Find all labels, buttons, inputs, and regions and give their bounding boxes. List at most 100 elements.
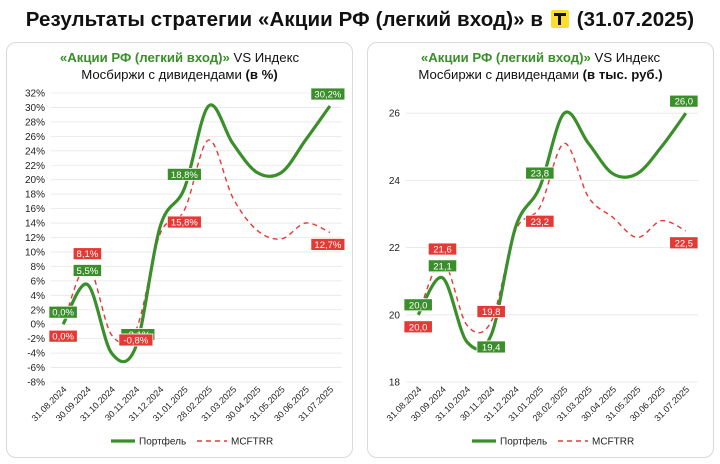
legend: Портфель MCFTRR <box>111 436 273 448</box>
data-label-mcftrr: 15,8% <box>166 215 202 229</box>
data-label-text: 12,7% <box>314 240 341 251</box>
data-label-box <box>427 242 458 256</box>
y-tick-label: -4% <box>27 349 45 360</box>
data-label-portfolio: 20,0 <box>403 298 433 312</box>
chart-title-vs: VS Индекс <box>229 50 300 65</box>
chart-title-strategy: «Акции РФ (легкий вход)» <box>420 50 591 65</box>
data-label-text: 26,0 <box>675 97 694 108</box>
y-tick-label: 18 <box>389 378 401 389</box>
y-tick-label: 14% <box>25 219 45 230</box>
data-label-text: 5,5% <box>77 266 99 277</box>
data-label-box <box>403 320 433 334</box>
data-label-portfolio: 0,0% <box>48 305 78 319</box>
y-tick-label: 26% <box>25 132 45 143</box>
data-label-box <box>476 340 506 354</box>
y-tick-label: 20 <box>389 310 401 321</box>
y-tick-label: 20% <box>25 175 45 186</box>
data-label-box <box>476 305 506 318</box>
data-label-mcftrr: 21,6 <box>427 242 458 256</box>
data-label-mcftrr: 19,8 <box>476 305 506 318</box>
data-label-box <box>72 264 102 277</box>
title-text-before: Результаты стратегии «Акции РФ (легкий в… <box>25 8 544 31</box>
tbank-t-logo-icon <box>550 10 569 28</box>
data-label-portfolio: 26,0 <box>669 94 699 108</box>
data-label-text: 21,6 <box>433 245 452 256</box>
y-tick-label: 2% <box>31 305 46 316</box>
data-label-text: 23,8 <box>531 169 550 180</box>
series-line-portfolio <box>416 110 688 351</box>
data-label-text: 22,5 <box>675 238 694 249</box>
title-text-after: (31.07.2025) <box>576 8 695 31</box>
y-tick-label: 8% <box>31 262 46 273</box>
y-tick-label: 28% <box>25 117 45 128</box>
chart-title: «Акции РФ (легкий вход)» VS Индекс Мосби… <box>7 49 352 83</box>
data-label-text: 21,1 <box>433 261 452 272</box>
data-label-box <box>669 236 699 250</box>
y-tick-label: -6% <box>27 363 45 374</box>
chart-title-unit: (в тыс. руб.) <box>582 67 663 82</box>
data-label-portfolio: 30,2% <box>310 87 346 101</box>
data-label-box <box>427 259 458 273</box>
data-label-text: 19,4 <box>482 342 501 353</box>
chart-title-unit: (в %) <box>245 67 278 82</box>
data-label-box <box>48 329 78 343</box>
chart-title-line2: Мосбиржи с дивидендами <box>418 67 583 82</box>
y-tick-label: 32% <box>25 89 45 100</box>
y-tick-label: -8% <box>27 378 45 389</box>
y-tick-label: 24% <box>25 146 45 157</box>
y-tick-label: 22% <box>25 161 45 172</box>
y-tick-label: 30% <box>25 103 45 114</box>
data-label-portfolio: 18,8% <box>166 167 202 181</box>
data-label-mcftrr: 23,2 <box>525 214 555 228</box>
legend: Портфель MCFTRR <box>472 436 634 448</box>
data-label-text: -0,8% <box>123 335 148 346</box>
data-label-portfolio: 19,4 <box>476 340 506 354</box>
chart-title-vs: VS Индекс <box>590 50 661 65</box>
series-line-mcftrr <box>62 139 331 344</box>
data-label-text: 20,0 <box>409 300 428 311</box>
data-label-portfolio: 5,5% <box>72 264 102 277</box>
y-tick-label: 6% <box>31 276 46 287</box>
line-chart-rub: 262422201831.08.202430.09.202431.10.2024… <box>385 94 699 448</box>
data-label-text: 19,8 <box>482 307 501 318</box>
y-tick-label: 12% <box>25 233 45 244</box>
data-label-box <box>118 333 154 347</box>
data-label-box <box>72 247 102 261</box>
line-chart-percent: 32% 30% 28% 26% 24% 22% 20% 18% 16% 14% 12% 10% 8% 6%… <box>25 87 346 448</box>
legend-label-mcftrr: MCFTRR <box>592 437 634 448</box>
legend-label-portfolio: Портфель <box>500 436 547 448</box>
data-label-mcftrr: 0,0% <box>48 329 78 343</box>
y-tick-label: 4% <box>31 291 46 302</box>
chart-title-strategy: «Акции РФ (легкий вход)» <box>59 50 230 65</box>
data-label-box <box>166 167 202 181</box>
series-line-mcftrr <box>417 142 687 334</box>
chart-title: «Акции РФ (легкий вход)» VS Индекс Мосби… <box>368 49 713 83</box>
data-label-mcftrr: 12,7% <box>310 238 346 251</box>
data-label-text: 15,8% <box>171 218 198 229</box>
data-label-text: 0,0% <box>52 332 74 343</box>
data-label-mcftrr: -0,8% <box>118 333 154 347</box>
y-tick-label: 0% <box>31 320 46 331</box>
chart-panel-percent: «Акции РФ (легкий вход)» VS Индекс Мосби… <box>6 42 353 458</box>
chart-title-line2: Мосбиржи с дивидендами <box>81 67 246 82</box>
page-title: Результаты стратегии «Акции РФ (легкий в… <box>0 8 720 32</box>
data-label-box <box>310 87 346 101</box>
y-tick-label: 10% <box>25 247 45 258</box>
data-label-text: 23,2 <box>531 217 550 228</box>
data-label-text: 30,2% <box>314 90 341 101</box>
y-tick-label: 16% <box>25 204 45 215</box>
data-label-box <box>166 215 202 229</box>
data-label-box <box>525 214 555 228</box>
y-tick-label: 26 <box>389 109 401 120</box>
y-tick-label: 24 <box>389 176 401 187</box>
data-label-box <box>403 298 433 312</box>
data-label-mcftrr: 8,1% <box>72 247 102 261</box>
y-tick-label: 22 <box>389 243 401 254</box>
data-label-text: 0,0% <box>52 308 74 319</box>
data-label-mcftrr: 22,5 <box>669 236 699 250</box>
data-label-portfolio: 21,1 <box>427 259 458 273</box>
data-label-box <box>310 238 346 251</box>
y-tick-label: 18% <box>25 190 45 201</box>
y-tick-label: -2% <box>27 334 45 345</box>
chart-panel-rub: «Акции РФ (легкий вход)» VS Индекс Мосби… <box>367 42 714 458</box>
